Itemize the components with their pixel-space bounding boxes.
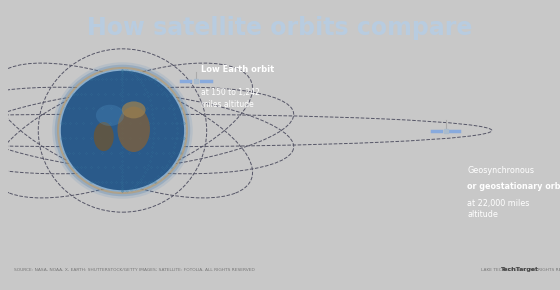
Text: at 150 to 1,242
miles altitude: at 150 to 1,242 miles altitude (201, 88, 260, 109)
Ellipse shape (122, 102, 146, 118)
Text: or geostationary orbit: or geostationary orbit (468, 182, 560, 191)
Text: Low Earth orbit: Low Earth orbit (201, 65, 274, 74)
Ellipse shape (94, 122, 114, 151)
Ellipse shape (118, 106, 150, 152)
Text: Geosynchronous: Geosynchronous (468, 166, 534, 175)
Ellipse shape (96, 105, 124, 126)
Text: SOURCE: NASA, NOAA, X, EARTH: SHUTTERSTOCK/GETTY IMAGES; SATELLITE: FOTOLIA, ALL: SOURCE: NASA, NOAA, X, EARTH: SHUTTERSTO… (14, 268, 255, 272)
Text: TechTarget: TechTarget (500, 267, 538, 273)
Text: at 22,000 miles
altitude: at 22,000 miles altitude (468, 199, 530, 220)
Ellipse shape (60, 70, 185, 191)
Text: LAKE TECHREPUBLIC. ALL RIGHTS RESERVED.: LAKE TECHREPUBLIC. ALL RIGHTS RESERVED. (481, 268, 560, 272)
Text: How satellite orbits compare: How satellite orbits compare (87, 16, 473, 40)
